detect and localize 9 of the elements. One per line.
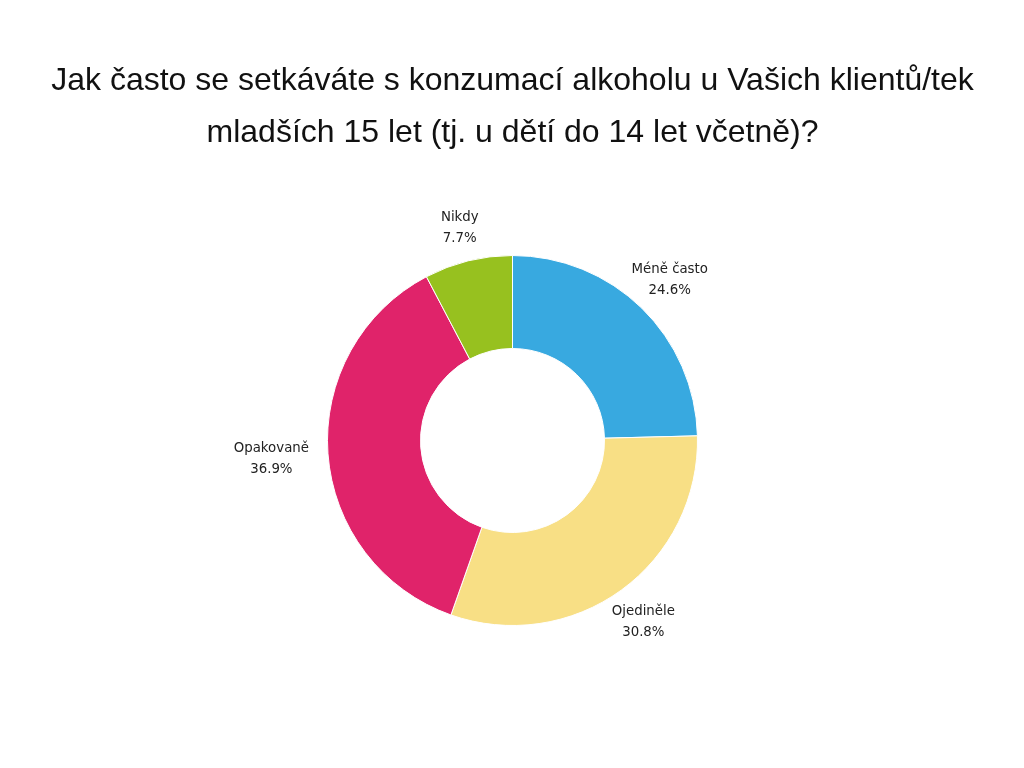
data-label: 36.9% <box>250 460 293 476</box>
slice-label: Ojediněle <box>611 602 675 618</box>
slice-label: Opakovaně <box>233 439 309 455</box>
data-label: 24.6% <box>648 282 691 298</box>
data-label: 30.8% <box>622 623 665 639</box>
slice-label: Méně často <box>631 261 708 277</box>
data-label: 7.7% <box>442 229 477 245</box>
chart-title: Jak často se setkáváte s konzumací alkoholu u Vašich klientů/tek mladších 15 let (tj. u dětí do 14 let včetně)? <box>51 60 975 149</box>
slice-label: Nikdy <box>440 208 479 224</box>
